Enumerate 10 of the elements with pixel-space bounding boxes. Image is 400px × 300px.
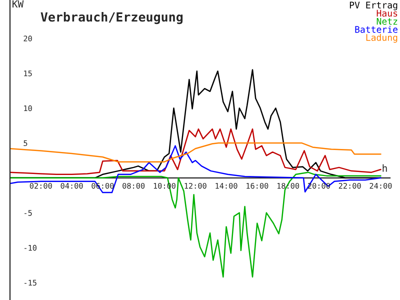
text: Ladung xyxy=(366,34,398,43)
annotation: h xyxy=(382,164,387,172)
text: Haus xyxy=(376,10,398,17)
y-axis-title: KW xyxy=(12,0,24,8)
text: Batterie xyxy=(355,26,398,33)
line-series xyxy=(10,142,382,162)
line-series xyxy=(10,128,382,176)
text: Verbrauch/Erzeugung xyxy=(40,12,183,24)
text: Netz xyxy=(376,18,398,25)
text: PV Ertrag xyxy=(350,2,398,10)
